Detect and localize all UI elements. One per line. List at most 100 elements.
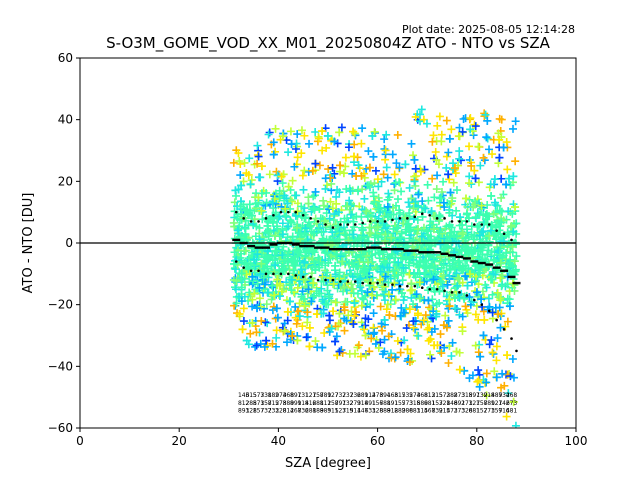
scatter-point [487,336,496,345]
upper-percentile-marker [383,220,387,223]
scatter-point [375,254,384,263]
count-annotation: 315 [245,392,257,399]
scatter-point [452,282,461,291]
scatter-point [427,207,436,216]
scatter-point [459,264,468,273]
upper-percentile-marker [420,212,424,216]
scatter-point [328,228,337,237]
scatter-point [251,342,260,351]
scatter-point [324,292,333,301]
y-axis-ticks: −60 −40 −20 0 20 40 60 [48,51,80,435]
scatter-point [498,271,507,280]
scatter-point [278,179,287,188]
scatter-point [278,132,287,141]
scatter-point [232,277,241,286]
scatter-point [411,112,420,121]
scatter-point [304,167,313,176]
lower-percentile-marker [301,275,305,279]
scatter-point [241,224,250,233]
scatter-point [475,382,484,391]
count-annotation: 889 [483,400,495,407]
scatter-point [479,331,488,340]
scatter-point [273,171,282,180]
scatter-point [402,304,411,313]
scatter-point [284,182,293,191]
scatter-point [341,162,350,171]
lower-percentile-marker [287,272,290,276]
scatter-point [384,290,393,299]
scatter-point [491,230,500,239]
y-tick-label: 40 [58,113,73,127]
scatter-point [376,302,385,311]
count-annotation: 328 [275,408,287,415]
scatter-point [410,177,419,186]
scatter-point [256,173,265,182]
scatter-point [321,248,330,257]
scatter-point [283,338,292,347]
scatter-point [283,307,292,316]
lower-percentile-marker [465,294,469,297]
count-annotation: 914 [364,392,376,399]
scatter-point [319,201,328,210]
scatter-point [456,213,465,222]
scatter-point [253,279,262,288]
scatter-point [358,223,367,232]
scatter-point [290,162,299,171]
scatter-point [380,144,389,153]
scatter-point [488,275,497,284]
scatter-point [331,337,340,346]
scatter-point [445,175,454,184]
lower-percentile-marker [473,298,476,302]
scatter-point [291,302,300,311]
scatter-point [390,296,399,305]
scatter-point [465,179,474,188]
scatter-point [412,260,421,269]
scatter-point [508,209,517,218]
scatter-point [512,219,521,228]
scatter-point [341,153,350,162]
count-annotation: 889 [268,392,280,399]
scatter-point [389,224,398,233]
count-annotation: 891 [469,392,481,399]
scatter-point [425,303,434,312]
scatter-point [361,321,370,330]
scatter-point [396,348,405,357]
scatter-point [299,294,308,303]
scatter-point [230,248,239,257]
count-annotation: 328 [461,408,473,415]
scatter-point [361,314,370,323]
scatter-point [368,131,377,140]
scatter-point [304,199,313,208]
count-annotation: 273 [350,400,362,407]
scatter-point [442,222,451,231]
scatter-point [230,259,239,268]
scatter-point [465,293,474,302]
lower-percentile-marker [242,266,245,269]
scatter-point [493,288,502,297]
scatter-point [380,296,389,305]
scatter-point [426,350,435,359]
scatter-point [352,171,361,180]
scatter-point [474,268,483,277]
scatter-point [305,139,314,148]
scatter-point [363,288,372,297]
scatter-point [395,206,404,215]
count-annotation: 127 [335,408,347,415]
upper-percentile-marker [331,226,335,229]
scatter-point [494,310,503,319]
scatter-point [390,180,399,189]
scatter-point [295,299,304,308]
scatter-point [447,228,456,237]
scatter-point [251,262,260,271]
lower-percentile-marker [279,272,283,276]
scatter-point [331,298,340,307]
scatter-point [239,304,248,313]
scatter-point [289,266,298,275]
scatter-point [442,232,451,241]
scatter-point [373,223,382,232]
scatter-point [361,331,370,340]
count-annotation: 812 [283,408,295,415]
scatter-point [445,208,454,217]
scatter-point [245,288,254,297]
scatter-point [237,283,246,292]
